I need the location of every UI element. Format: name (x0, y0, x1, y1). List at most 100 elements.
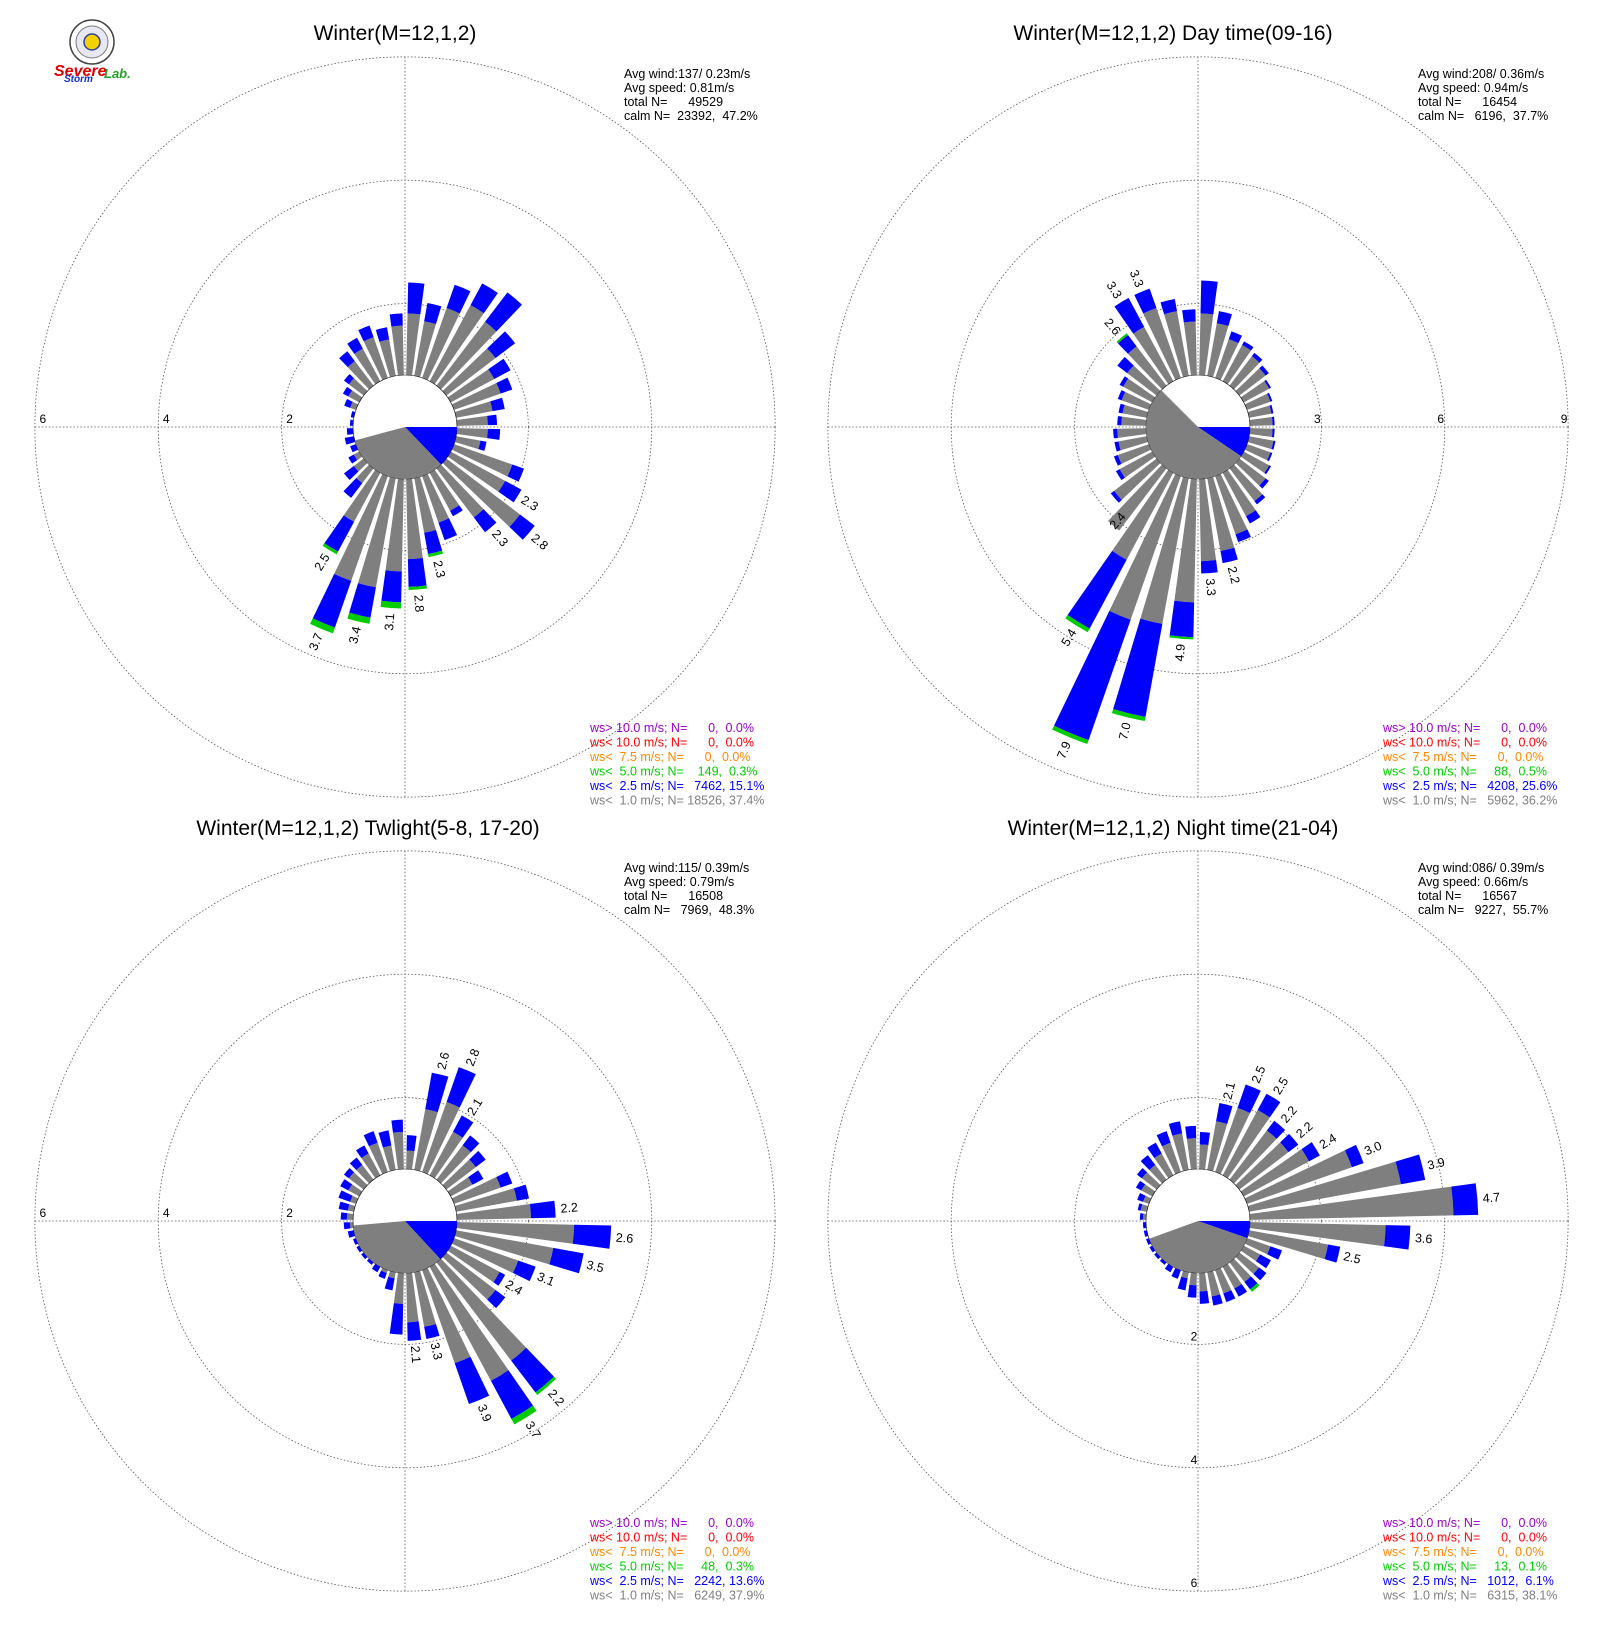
legend-entry: ws< 2.5 m/s; N= 4208, 25.6% (1382, 779, 1557, 793)
logo-text-storm: Storm (64, 74, 93, 85)
bar-segment-calm-lt1 (1140, 1204, 1149, 1212)
bar-segment-calm-lt1 (1164, 311, 1189, 378)
bar-segment-lt2_5 (1235, 529, 1251, 543)
bar-segment-lt2_5 (343, 1222, 351, 1230)
bar-value-label: 2.5 (1270, 1075, 1291, 1097)
bar-segment-calm-lt1 (1142, 1213, 1147, 1220)
stat-line: Avg speed: 0.94m/s (1418, 81, 1528, 95)
bar-segment-calm-lt1 (436, 1258, 527, 1361)
bar-segment-calm-lt1 (451, 1176, 501, 1204)
bar-segment-calm-lt1 (347, 361, 374, 390)
ring-label: 6 (40, 412, 47, 426)
bar-segment-lt2_5 (338, 1201, 350, 1211)
bar-segment-lt2_5 (1264, 379, 1271, 389)
bar-value-label: 2.6 (615, 1231, 633, 1246)
bar-segment-lt2_5 (1200, 280, 1218, 315)
stat-line: Avg wind:115/ 0.39m/s (624, 861, 749, 875)
bar-segment-calm-lt1 (356, 1164, 374, 1184)
panel-title: Winter(M=12,1,2) Twlight(5-8, 17-20) (196, 817, 539, 840)
bar-segment-calm-lt1 (1244, 1150, 1352, 1204)
bar-value-label: 2.4 (503, 1277, 525, 1298)
bar-segment-lt2_5 (511, 1347, 554, 1393)
bar-segment-calm-lt1 (1249, 428, 1273, 438)
bar-segment-calm-lt1 (1229, 464, 1263, 502)
bar-value-label: 3.3 (1203, 578, 1218, 596)
bar-value-label: 2.6 (435, 1051, 453, 1071)
bar-segment-lt2_5 (1271, 428, 1275, 438)
bar-segment-calm-lt1 (1222, 1109, 1270, 1179)
bar-segment-calm-lt1 (1162, 1142, 1181, 1175)
logo-text-severe: Severe (54, 63, 107, 80)
ring-label: 2 (286, 1206, 293, 1220)
bar-segment-lt5 (322, 543, 339, 555)
calm-fraction-blue (1198, 427, 1250, 457)
bar-segment-lt2_5 (549, 1247, 584, 1274)
bar-segment-calm-lt1 (356, 464, 374, 484)
bar-value-label: 2.3 (489, 527, 511, 549)
bar-segment-lt2_5 (1254, 494, 1266, 505)
stat-line: calm N= 9227, 55.7% (1418, 903, 1548, 917)
stat-line: calm N= 7969, 48.3% (624, 903, 754, 917)
bar-segment-lt2_5 (1169, 600, 1195, 638)
bar-segment-calm-lt1 (385, 478, 404, 572)
bar-segment-lt2_5 (1117, 356, 1134, 374)
bar-segment-lt2_5 (470, 283, 498, 314)
bar-segment-lt2_5 (1185, 1125, 1197, 1139)
bar-segment-lt2_5 (1159, 1258, 1167, 1265)
bar-segment-lt2_5 (496, 377, 513, 394)
bar-segment-lt2_5 (469, 1150, 486, 1168)
bar-segment-lt2_5 (389, 313, 403, 327)
bar-segment-calm-lt1 (1235, 1142, 1289, 1190)
bar-segment-calm-lt1 (346, 1213, 354, 1220)
bar-segment-lt2_5 (452, 1115, 474, 1138)
legend-entry: ws> 10.0 m/s; N= 0, 0.0% (589, 1516, 754, 1530)
bar-segment-lt2_5 (1257, 1093, 1281, 1118)
bar-value-label: 3.9 (1426, 1155, 1446, 1173)
bar-segment-lt2_5 (1271, 440, 1276, 450)
bar-segment-lt2_5 (1117, 390, 1126, 401)
bar-segment-lt2_5 (1053, 610, 1131, 741)
bar-segment-calm-lt1 (393, 1132, 404, 1170)
bar-segment-calm-lt1 (451, 444, 513, 477)
bar-segment-lt2_5 (1140, 1155, 1156, 1171)
bar-segment-calm-lt1 (1240, 1245, 1261, 1262)
bar-segment-calm-lt1 (1154, 1153, 1174, 1179)
ring-label: 9 (1561, 412, 1568, 426)
bar-segment-calm-lt1 (429, 469, 460, 511)
bar-value-label: 3.9 (475, 1402, 495, 1423)
bar-segment-lt2_5 (1134, 288, 1157, 314)
panel-title: Winter(M=12,1,2) Day time(09-16) (1013, 22, 1332, 45)
bar-segment-lt2_5 (1223, 1290, 1236, 1303)
bar-segment-calm-lt1 (1229, 1130, 1277, 1184)
bar-segment-lt2_5 (1149, 1245, 1156, 1253)
bar-segment-lt2_5 (1344, 1144, 1364, 1168)
bar-segment-lt2_5 (490, 397, 505, 412)
bar-segment-lt2_5 (1199, 1132, 1210, 1146)
bar-segment-lt2_5 (1115, 469, 1125, 481)
bar-segment-lt2_5 (487, 428, 501, 440)
bar-segment-calm-lt1 (454, 1188, 517, 1212)
bar-segment-calm-lt1 (348, 378, 368, 396)
bar-segment-lt2_5 (1199, 1290, 1210, 1304)
bar-segment-calm-lt1 (1222, 469, 1256, 517)
bar-segment-lt2_5 (468, 1170, 484, 1185)
bar-segment-lt2_5 (1242, 341, 1254, 351)
bar-segment-calm-lt1 (429, 1263, 509, 1381)
bar-segment-calm-lt1 (334, 473, 388, 581)
bar-segment-lt2_5 (1145, 1238, 1152, 1245)
calm-fraction-gray (1149, 1221, 1248, 1273)
bar-segment-calm-lt1 (1207, 476, 1235, 552)
legend-entry: ws> 10.0 m/s; N= 0, 0.0% (589, 721, 754, 735)
bar-segment-calm-lt1 (436, 464, 484, 518)
bar-segment-calm-lt1 (343, 469, 381, 522)
stat-line: Avg wind:137/ 0.23m/s (624, 67, 750, 81)
bar-segment-lt2_5 (358, 325, 374, 342)
bar-segment-lt2_5 (1142, 1222, 1147, 1229)
bar-segment-calm-lt1 (1247, 1230, 1329, 1260)
bar-segment-lt2_5 (496, 1171, 513, 1188)
bar-segment-calm-lt1 (1235, 1252, 1260, 1275)
bar-segment-calm-lt1 (369, 1142, 388, 1175)
bar-segment-lt2_5 (1136, 1167, 1148, 1179)
bar-segment-lt2_5 (1234, 1284, 1247, 1297)
bar-segment-calm-lt1 (1172, 1133, 1189, 1172)
